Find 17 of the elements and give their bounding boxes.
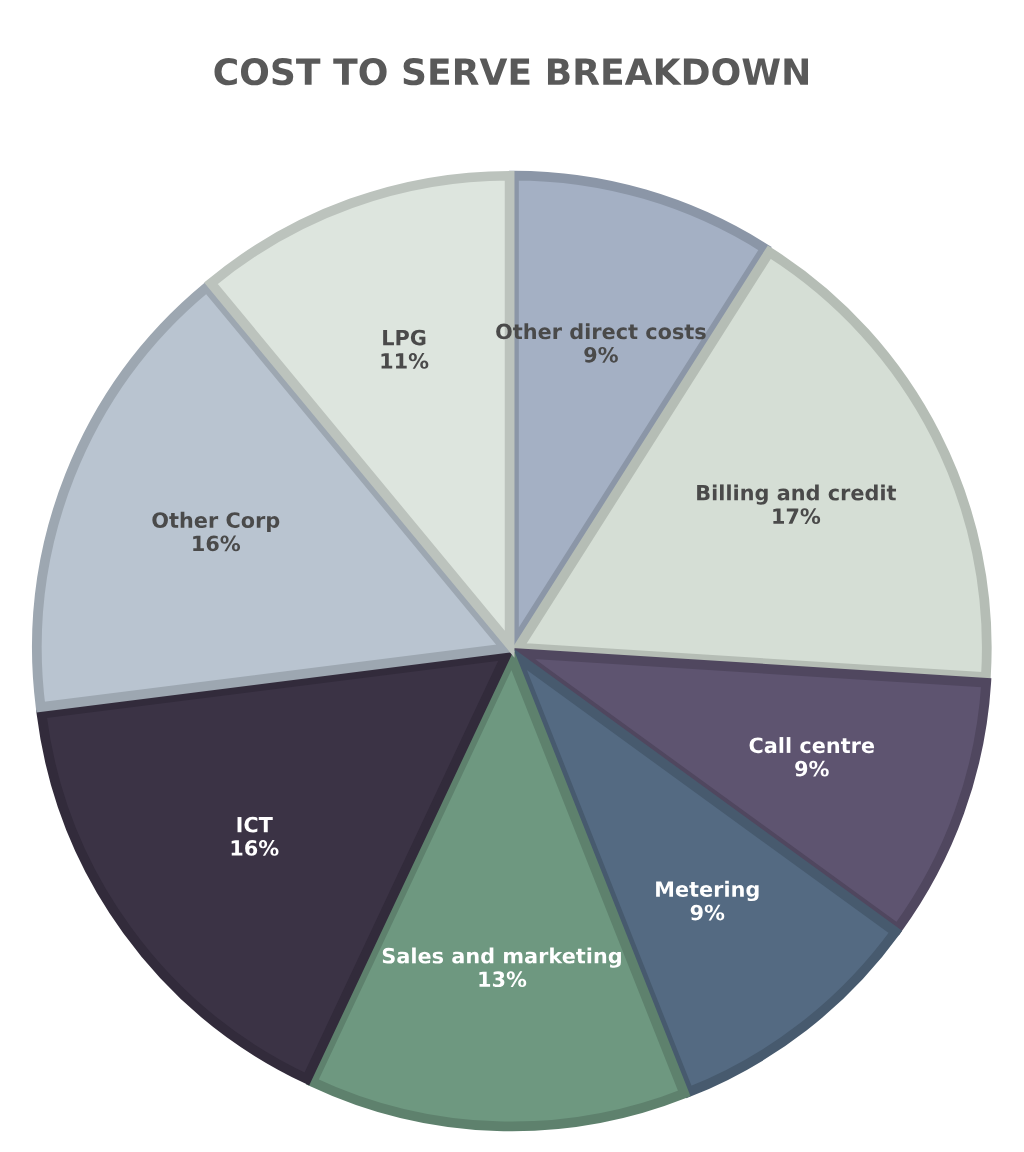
slice-label: Call centre (749, 737, 875, 754)
slice-label: Other Corp (152, 511, 280, 533)
data-label: 17% (773, 508, 821, 525)
data-label: 16% (231, 840, 279, 856)
data-label: 9% (690, 904, 725, 921)
slice-label: ICT (237, 816, 273, 833)
slice-label: LPG (383, 329, 426, 346)
slice-label: Sales and marketing (382, 947, 621, 968)
slice-label: Metering (656, 880, 759, 902)
data-label: 9% (584, 346, 618, 363)
data-label: 16% (193, 535, 241, 552)
slice-label: Other direct costs (496, 323, 706, 340)
chart-title: COST TO SERVE BREAKDOWN (214, 58, 808, 86)
data-label: 9% (795, 760, 829, 777)
slice-label: Billing and credit (697, 484, 897, 505)
data-label: 13% (479, 971, 527, 988)
data-label: 11% (381, 353, 429, 369)
